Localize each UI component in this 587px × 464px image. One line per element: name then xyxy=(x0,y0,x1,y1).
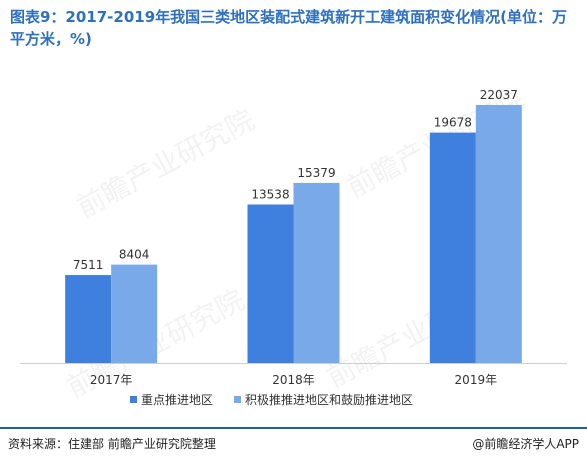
legend-label: 重点推进地区 xyxy=(141,393,213,407)
footer: 资料来源：住建部 前瞻产业研究院整理 @前瞻经济学人APP xyxy=(0,431,587,461)
source-note: 资料来源：住建部 前瞻产业研究院整理 xyxy=(8,437,216,451)
legend-swatch xyxy=(130,396,137,403)
data-label: 19678 xyxy=(434,116,472,130)
x-tick-label: 2017年 xyxy=(90,373,133,387)
bar-2017年-重点推进地区 xyxy=(65,275,112,363)
brand-label: @前瞻经济学人APP xyxy=(472,437,579,451)
x-tick-label: 2018年 xyxy=(272,373,315,387)
data-label: 7511 xyxy=(73,258,104,272)
data-label: 22037 xyxy=(480,88,518,102)
x-tick-label: 2019年 xyxy=(455,373,498,387)
chart-area: 前瞻产业研究院前瞻产业研究院前瞻产业研究院前瞻产业研究院751184042017… xyxy=(0,52,587,424)
legend-swatch xyxy=(234,396,241,403)
data-label: 13538 xyxy=(251,187,289,201)
bar-2019年-重点推进地区 xyxy=(429,132,476,363)
bar-2017年-积极推推进地区和鼓励推进地区 xyxy=(111,264,158,363)
bar-2018年-积极推推进地区和鼓励推进地区 xyxy=(293,182,340,363)
data-label: 15379 xyxy=(297,166,335,180)
chart-title: 图表9：2017-2019年我国三类地区装配式建筑新开工建筑面积变化情况(单位：… xyxy=(10,8,568,48)
bar-chart: 前瞻产业研究院前瞻产业研究院前瞻产业研究院前瞻产业研究院751184042017… xyxy=(20,83,567,407)
bar-2018年-重点推进地区 xyxy=(247,204,294,363)
watermark-text: 前瞻产业研究院 xyxy=(71,103,260,224)
footer-divider xyxy=(0,427,587,429)
data-label: 8404 xyxy=(119,248,150,262)
legend-label: 积极推推进地区和鼓励推进地区 xyxy=(245,393,413,407)
bar-2019年-积极推推进地区和鼓励推进地区 xyxy=(475,104,522,363)
